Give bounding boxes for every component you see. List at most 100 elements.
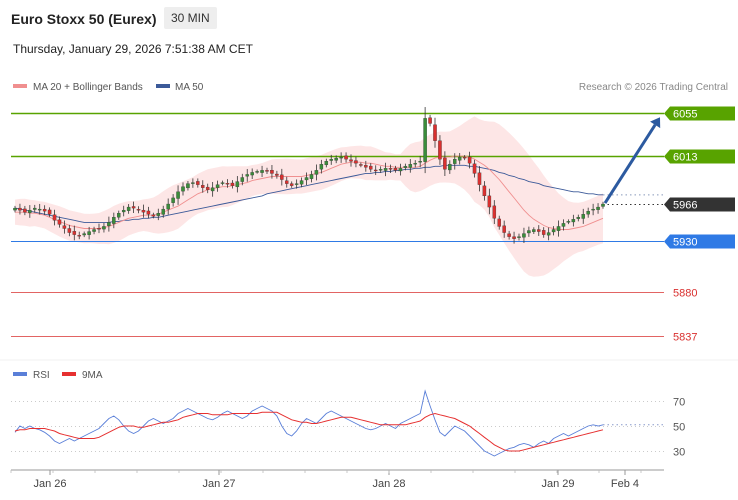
candle-body <box>57 219 62 225</box>
rsi-tick-30: 30 <box>673 447 685 459</box>
level-label-6013: 6013 <box>673 152 697 164</box>
candle-body <box>191 182 195 184</box>
credit-text: Research © 2026 Trading Central <box>579 82 728 93</box>
level-lines <box>11 112 664 337</box>
candle-body <box>230 182 235 186</box>
level-label-6055: 6055 <box>673 109 697 121</box>
candle-body <box>240 177 245 182</box>
level-label-5880: 5880 <box>673 288 697 300</box>
candle-body <box>487 195 492 208</box>
candle-body <box>433 124 437 141</box>
legend-rsi-label: RSI <box>33 370 50 381</box>
candle-body <box>77 235 81 237</box>
candle-body <box>467 156 472 164</box>
candle-body <box>23 208 27 213</box>
candle-body <box>546 232 551 236</box>
x-tick-label: Jan 27 <box>202 478 235 490</box>
candle-body <box>378 169 383 171</box>
candle-body <box>260 170 264 173</box>
candle-body <box>255 171 259 173</box>
x-axis-ticks: Jan 26 Jan 27 Jan 28 Jan 29 Feb 4 <box>10 470 642 490</box>
candle-body <box>319 164 324 170</box>
candle-body <box>225 183 230 185</box>
candle-body <box>344 155 348 160</box>
candle-body <box>294 183 299 185</box>
candle-body <box>571 219 576 223</box>
legend-ma50-label: MA 50 <box>175 82 204 93</box>
candle-body <box>112 217 116 224</box>
candle-body <box>117 213 121 218</box>
candles <box>13 107 605 244</box>
candle-body <box>428 117 432 124</box>
candle-body <box>393 167 398 171</box>
rsi-tick-70: 70 <box>673 397 685 409</box>
candle-body <box>245 174 249 177</box>
candle-body <box>388 168 393 170</box>
projection-arrow-shaft <box>603 124 657 204</box>
legend-rsi-ma-swatch <box>62 372 76 376</box>
candle-body <box>364 165 368 168</box>
candle-body <box>457 156 462 161</box>
candle-body <box>586 211 590 215</box>
candle-body <box>443 157 447 170</box>
candle-body <box>423 118 427 162</box>
candle-body <box>176 191 180 199</box>
candle-body <box>102 226 106 230</box>
candle-body <box>171 197 175 203</box>
candle-body <box>121 209 126 213</box>
level-tag-5930 <box>664 234 735 249</box>
candle-body <box>87 231 91 235</box>
candle-body <box>507 233 511 237</box>
candle-body <box>551 229 556 233</box>
candle-body <box>403 166 408 168</box>
candle-body <box>556 226 561 231</box>
candle-body <box>28 209 32 213</box>
x-tick-label: Feb 4 <box>611 478 639 490</box>
candle-body <box>235 181 240 188</box>
rsi-line <box>14 389 604 457</box>
candle-body <box>72 231 77 235</box>
candle-body <box>497 218 501 227</box>
candle-body <box>576 217 581 219</box>
candle-body <box>492 205 497 219</box>
candle-body <box>289 183 294 186</box>
candle-body <box>146 210 151 215</box>
candle-body <box>512 236 516 239</box>
candle-body <box>354 160 358 164</box>
candle-body <box>383 168 388 171</box>
timestamp: Thursday, January 29, 2026 7:51:38 AM CE… <box>13 42 253 56</box>
candle-body <box>166 203 170 210</box>
instrument-title: Euro Stoxx 50 (Eurex) <box>11 11 157 27</box>
candle-body <box>601 203 605 207</box>
candle-body <box>324 161 329 166</box>
candle-body <box>532 229 536 232</box>
candle-body <box>215 184 220 188</box>
candle-body <box>42 208 47 212</box>
candle-body <box>309 174 314 179</box>
legend-rsi-swatch <box>13 372 27 376</box>
level-label-5930: 5930 <box>673 237 697 249</box>
candle-body <box>270 170 274 174</box>
candle-body <box>502 225 506 233</box>
candle-body <box>285 180 289 184</box>
candle-body <box>373 169 378 172</box>
candle-body <box>334 157 338 161</box>
candle-body <box>131 206 136 209</box>
candle-body <box>275 173 279 176</box>
candle-body <box>314 170 319 175</box>
candle-body <box>205 186 210 190</box>
candle-body <box>561 223 566 227</box>
candle-body <box>522 233 526 238</box>
candle-body <box>265 170 269 172</box>
candle-body <box>186 183 190 189</box>
candle-body <box>472 163 477 174</box>
candle-body <box>33 207 37 210</box>
timeframe-selector[interactable]: 30 MIN <box>164 7 217 29</box>
candle-body <box>438 140 442 160</box>
candle-body <box>141 209 146 213</box>
rsi-ma-line <box>14 411 604 452</box>
level-labels: 6055 6013 5966 5930 5880 5837 <box>664 106 735 344</box>
candle-body <box>97 228 101 230</box>
candle-body <box>408 164 413 168</box>
candle-body <box>581 214 585 219</box>
